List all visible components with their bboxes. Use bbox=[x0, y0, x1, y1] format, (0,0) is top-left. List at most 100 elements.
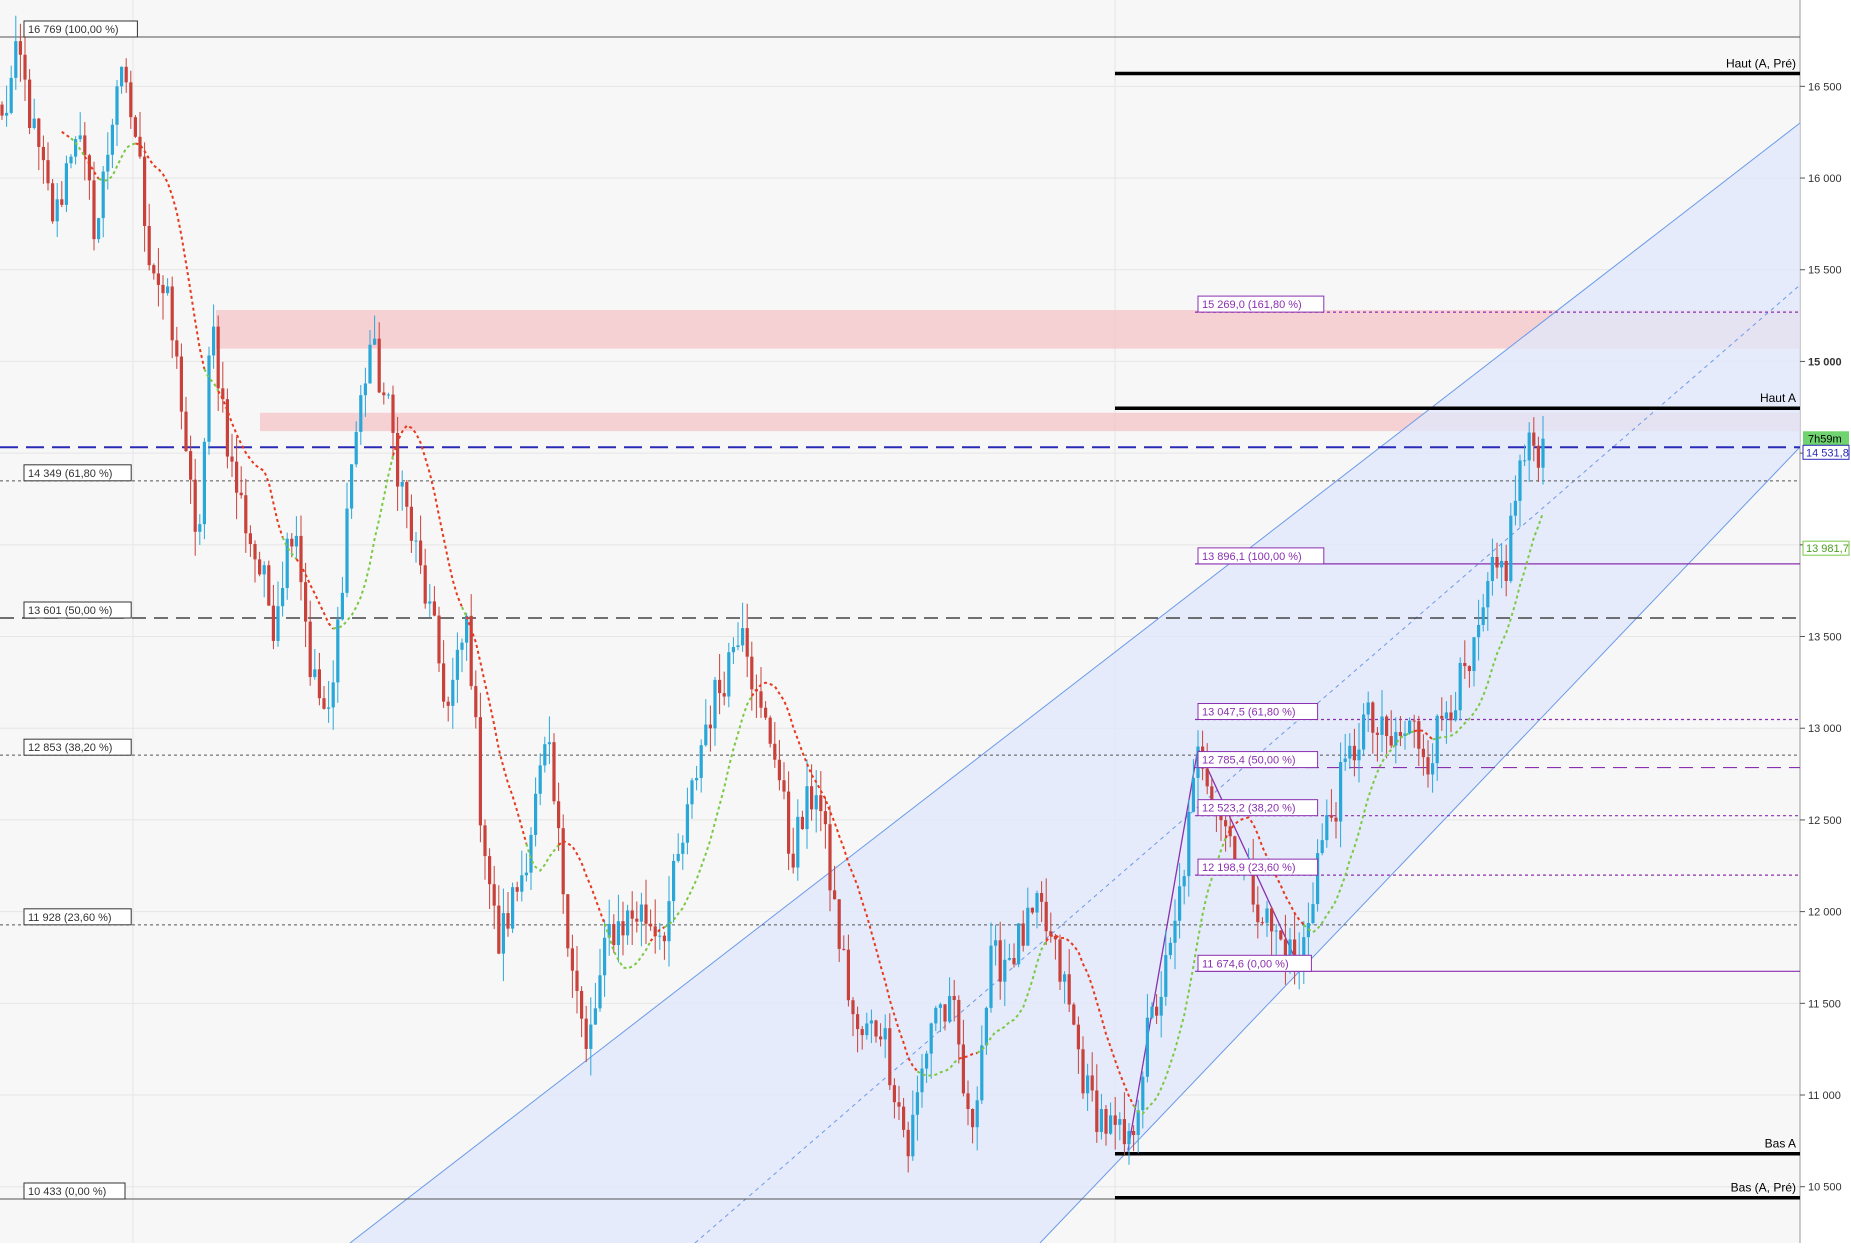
candle bbox=[1472, 636, 1476, 687]
moving-average-line bbox=[750, 681, 919, 1073]
candle bbox=[253, 540, 257, 583]
candle bbox=[695, 765, 699, 791]
candle bbox=[819, 771, 823, 832]
candle bbox=[1527, 422, 1531, 482]
candle bbox=[690, 777, 694, 819]
candle-body bbox=[672, 860, 676, 902]
candle-body bbox=[460, 642, 464, 650]
candle bbox=[745, 603, 749, 678]
candle bbox=[1053, 933, 1057, 960]
candle-body bbox=[216, 326, 220, 389]
moving-average-line bbox=[525, 843, 560, 872]
candle-body bbox=[304, 582, 308, 622]
candle-body bbox=[787, 791, 791, 854]
candle-body bbox=[92, 180, 96, 240]
candle-body bbox=[156, 273, 160, 285]
candle bbox=[336, 606, 340, 703]
candle-body bbox=[750, 656, 754, 690]
candle bbox=[1081, 1036, 1085, 1099]
candle bbox=[837, 899, 841, 962]
candle-body bbox=[1348, 745, 1352, 759]
candle bbox=[1440, 697, 1444, 731]
fib-right-label-box bbox=[1197, 799, 1319, 817]
candle bbox=[179, 343, 183, 430]
candle-body bbox=[377, 338, 381, 393]
candle bbox=[299, 515, 303, 601]
candle-body bbox=[1021, 923, 1025, 946]
candle-body bbox=[612, 923, 616, 946]
candle bbox=[1541, 415, 1545, 485]
candle-body bbox=[621, 921, 625, 936]
candle bbox=[1178, 863, 1182, 939]
candle-body bbox=[658, 935, 662, 937]
candle bbox=[1104, 1105, 1108, 1146]
moving-average-line bbox=[61, 130, 72, 140]
candle bbox=[989, 922, 993, 1013]
candle-body bbox=[1509, 515, 1513, 581]
candle bbox=[400, 470, 404, 511]
candle-body bbox=[14, 41, 18, 78]
candle bbox=[331, 660, 335, 730]
candle-body bbox=[888, 1028, 892, 1086]
candle bbox=[1490, 538, 1494, 596]
candle bbox=[28, 69, 32, 135]
candle-body bbox=[1375, 732, 1379, 735]
candle bbox=[580, 986, 584, 1038]
fib-right-label-text: 12 523,2 (38,20 %) bbox=[1202, 803, 1296, 815]
candle bbox=[501, 888, 505, 982]
candle-body bbox=[83, 135, 87, 156]
axis-tick-label: 12 500 bbox=[1808, 815, 1842, 827]
candle-body bbox=[285, 538, 289, 589]
candle bbox=[271, 584, 275, 650]
candle-body bbox=[768, 717, 772, 744]
candle-body bbox=[373, 338, 377, 345]
candle bbox=[561, 814, 565, 914]
candle bbox=[1518, 454, 1522, 527]
candle-body bbox=[175, 340, 179, 357]
candle bbox=[1095, 1064, 1099, 1143]
candle-body bbox=[524, 872, 528, 876]
candle-body bbox=[1463, 662, 1467, 667]
candle-body bbox=[557, 801, 561, 829]
candle bbox=[368, 329, 372, 384]
candle-body bbox=[1288, 939, 1292, 967]
candle bbox=[345, 482, 349, 598]
candle bbox=[672, 853, 676, 923]
candle-body bbox=[368, 344, 372, 384]
candle-body bbox=[106, 154, 110, 172]
candle bbox=[55, 183, 59, 237]
candle-body bbox=[1067, 974, 1071, 1005]
candle bbox=[1274, 924, 1278, 955]
candle bbox=[616, 894, 620, 963]
candle bbox=[1394, 717, 1398, 764]
candle-body bbox=[796, 816, 800, 868]
candle-body bbox=[975, 1100, 979, 1128]
candle-body bbox=[538, 765, 542, 794]
candle bbox=[41, 135, 45, 184]
candle-body bbox=[492, 884, 496, 906]
candle bbox=[1417, 715, 1421, 767]
candle-body bbox=[1132, 1130, 1136, 1136]
candle-body bbox=[998, 940, 1002, 982]
candle-body bbox=[483, 825, 487, 857]
candle-body bbox=[1412, 720, 1416, 722]
candle bbox=[23, 33, 27, 101]
candle-body bbox=[363, 383, 367, 396]
candle-body bbox=[317, 669, 321, 699]
candle-body bbox=[515, 887, 519, 892]
candle-body bbox=[1187, 811, 1191, 877]
candle bbox=[699, 739, 703, 793]
candle bbox=[1486, 572, 1490, 631]
price-axis: 10 500 11 000 11 500 12 000 12 500 13 000 13 5… bbox=[1800, 81, 1850, 1194]
candle-body bbox=[662, 935, 666, 942]
channel-upper-line bbox=[349, 122, 1801, 1244]
candle-body bbox=[221, 388, 225, 400]
fib-left-label: 11 928 (23,60 %) bbox=[23, 908, 132, 926]
last-price-badge: 14 531,8 bbox=[1802, 444, 1850, 460]
candle bbox=[83, 122, 87, 181]
candle-body bbox=[78, 135, 82, 140]
candle-body bbox=[1251, 859, 1255, 905]
candle-body bbox=[805, 786, 809, 830]
candle bbox=[718, 654, 722, 715]
